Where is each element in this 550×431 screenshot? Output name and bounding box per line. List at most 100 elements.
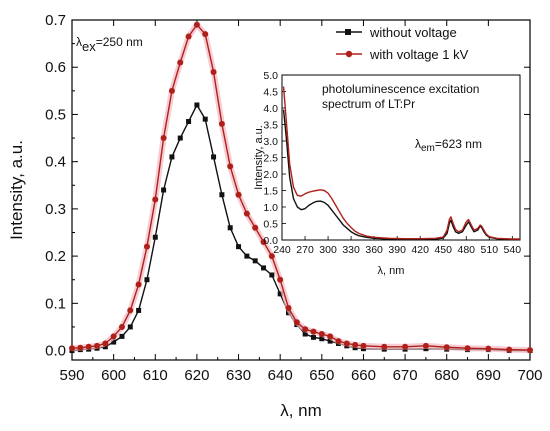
main-data-point bbox=[218, 120, 225, 127]
inset-x-tick-label: 480 bbox=[457, 244, 475, 256]
main-data-point bbox=[111, 339, 117, 345]
main-data-point bbox=[152, 196, 159, 203]
main-data-point bbox=[193, 21, 200, 28]
inset-x-tick-label: 240 bbox=[273, 244, 291, 256]
inset-x-tick-label: 420 bbox=[411, 244, 429, 256]
main-data-point bbox=[143, 243, 150, 250]
main-data-point bbox=[244, 253, 250, 259]
main-x-tick-label: 630 bbox=[226, 367, 251, 384]
main-data-point bbox=[318, 331, 325, 338]
main-x-tick-label: 620 bbox=[184, 367, 209, 384]
main-data-point bbox=[118, 323, 125, 330]
main-data-point bbox=[69, 345, 75, 352]
main-x-tick-label: 700 bbox=[517, 367, 542, 384]
inset-x-axis-title: λ, nm bbox=[378, 265, 405, 277]
main-data-point bbox=[127, 324, 133, 330]
main-data-point bbox=[127, 307, 134, 314]
inset-title-line: photoluminescence excitation bbox=[322, 82, 479, 96]
legend-label: without voltage bbox=[369, 25, 457, 40]
main-data-point bbox=[319, 336, 325, 342]
main-data-point bbox=[310, 334, 316, 340]
inset-y-axis-title: Intensity, a.u. bbox=[253, 125, 265, 190]
main-y-tick-label: 0.6 bbox=[45, 59, 66, 76]
main-x-tick-label: 640 bbox=[268, 367, 293, 384]
main-data-point bbox=[506, 346, 513, 353]
inset-y-tick-label: 4.5 bbox=[263, 87, 278, 99]
main-data-point bbox=[422, 342, 429, 349]
main-y-tick-label: 0.7 bbox=[45, 12, 66, 29]
main-data-point bbox=[285, 305, 292, 312]
annotation-lambda: λ bbox=[76, 35, 82, 49]
main-y-tick-label: 0.1 bbox=[45, 295, 66, 312]
inset-y-tick-label: 3.5 bbox=[263, 120, 278, 132]
main-data-point bbox=[277, 276, 284, 283]
inset-x-tick-label: 450 bbox=[434, 244, 452, 256]
legend: without voltage with voltage 1 kV bbox=[336, 25, 469, 62]
main-data-point bbox=[210, 68, 217, 75]
main-data-point bbox=[277, 291, 283, 297]
inset-y-tick-label: 2.0 bbox=[263, 169, 278, 181]
main-x-tick-label: 670 bbox=[393, 367, 418, 384]
main-y-tick-label: 0.3 bbox=[45, 201, 66, 218]
main-data-point bbox=[93, 342, 100, 349]
main-data-point bbox=[464, 345, 471, 352]
main-data-point bbox=[302, 331, 308, 337]
legend-marker bbox=[345, 50, 353, 58]
main-excitation-annotation: λex=250 nm bbox=[76, 35, 143, 54]
inset-plot-frame bbox=[281, 74, 521, 241]
main-y-tick-label: 0.2 bbox=[45, 248, 66, 265]
main-data-point bbox=[527, 347, 533, 354]
annotation-lambda: λ bbox=[415, 137, 421, 151]
annotation-value: =250 nm bbox=[96, 35, 143, 49]
main-data-point bbox=[335, 338, 342, 345]
inset-y-tick-label: 5.0 bbox=[263, 70, 278, 82]
main-data-point bbox=[77, 344, 84, 351]
annotation-subscript: ex bbox=[82, 39, 96, 54]
inset-y-tick-label: 2.5 bbox=[263, 153, 278, 165]
main-data-point bbox=[293, 319, 300, 326]
main-data-point bbox=[360, 342, 367, 349]
main-data-point bbox=[135, 281, 142, 288]
main-y-tick-label: 0.4 bbox=[45, 154, 66, 171]
main-series-line bbox=[71, 24, 531, 351]
main-data-point bbox=[327, 333, 334, 340]
annotation-value: =623 nm bbox=[435, 137, 482, 151]
main-data-point bbox=[402, 343, 409, 350]
main-data-point bbox=[168, 87, 175, 94]
main-data-point bbox=[260, 238, 267, 245]
inset-x-tick-label: 390 bbox=[388, 244, 406, 256]
inset-x-tick-label: 270 bbox=[296, 244, 314, 256]
main-data-point bbox=[485, 345, 492, 352]
main-data-point bbox=[381, 343, 388, 350]
main-data-point bbox=[443, 344, 450, 351]
inset-chart: 240 270 300 330 360 390 420 450 480 510 540 0.0 0.5 1… bbox=[253, 70, 521, 277]
main-data-point bbox=[144, 277, 150, 283]
main-x-tick-label: 610 bbox=[143, 367, 168, 384]
main-x-axis-title: λ, nm bbox=[280, 401, 322, 420]
main-y-tick-label: 0.0 bbox=[45, 343, 66, 360]
legend-label: with voltage 1 kV bbox=[369, 47, 469, 62]
inset-y-tick-label: 0.0 bbox=[263, 235, 278, 247]
main-data-point bbox=[177, 135, 183, 141]
main-x-tick-label: 650 bbox=[309, 367, 334, 384]
main-data-point bbox=[177, 59, 184, 66]
main-data-point bbox=[327, 338, 333, 344]
main-data-point bbox=[310, 328, 317, 335]
main-data-point bbox=[202, 116, 208, 122]
legend-marker bbox=[345, 29, 351, 35]
main-data-point bbox=[252, 258, 258, 264]
main-data-point bbox=[236, 244, 242, 250]
main-data-point bbox=[160, 135, 167, 142]
inset-emission-annotation: λem=623 nm bbox=[415, 137, 482, 154]
inset-y-tick-label: 1.0 bbox=[263, 202, 278, 214]
inset-x-tick-label: 330 bbox=[342, 244, 360, 256]
main-data-point bbox=[211, 154, 217, 160]
main-data-point bbox=[186, 119, 192, 125]
main-data-point bbox=[343, 340, 350, 347]
inset-y-tick-label: 4.0 bbox=[263, 103, 278, 115]
inset-y-tick-label: 1.5 bbox=[263, 186, 278, 198]
inset-x-tick-label: 510 bbox=[481, 244, 499, 256]
main-data-point bbox=[85, 343, 92, 350]
inset-y-tick-label: 0.5 bbox=[263, 219, 278, 231]
